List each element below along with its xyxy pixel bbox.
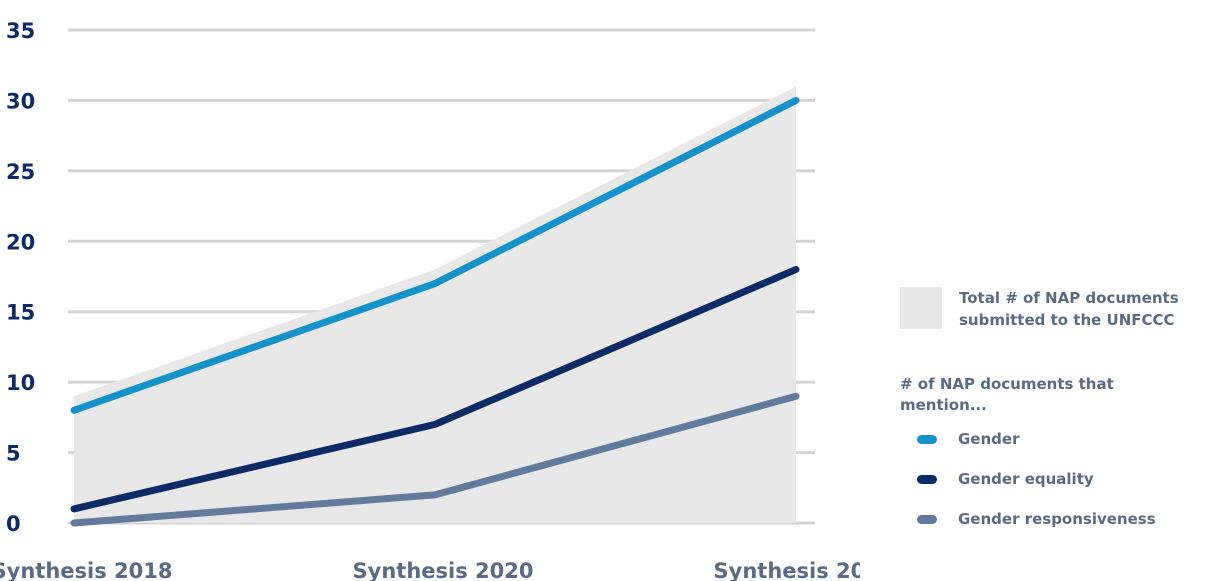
- series-line-gender: [70, 96, 800, 414]
- legend-item-gender-responsiveness: Gender responsiveness: [900, 508, 1209, 530]
- y-tick-label: 35: [6, 19, 35, 43]
- legend-label-gender-responsiveness: Gender responsiveness: [958, 510, 1156, 528]
- legend-item-gender-equality: Gender equality: [900, 468, 1209, 490]
- x-axis: Synthesis 2018 Synthesis 2020 Synthesis 20…: [0, 559, 860, 581]
- legend-item-gender: Gender: [900, 428, 1209, 450]
- y-tick-label: 0: [6, 512, 21, 536]
- y-tick-label: 25: [6, 160, 35, 184]
- gender-swatch: [917, 434, 937, 444]
- y-tick-label: 20: [6, 230, 35, 254]
- legend-label-gender-equality: Gender equality: [958, 470, 1094, 488]
- total-area-swatch: [900, 287, 942, 329]
- legend-subtitle: # of NAP documents that mention...: [900, 375, 1114, 414]
- gender-responsiveness-swatch: [917, 514, 937, 524]
- y-tick-label: 30: [6, 89, 35, 113]
- x-tick-label: Synthesis 2022: [714, 559, 860, 581]
- series-line-gender-equality: [70, 265, 800, 513]
- y-tick-label: 15: [6, 301, 35, 325]
- y-axis: 0 5 10 15 20 25 30 35: [6, 19, 35, 536]
- legend-total-label: Total # of NAP documents submitted to th…: [959, 289, 1179, 329]
- y-tick-label: 10: [6, 371, 35, 395]
- gender-equality-swatch: [917, 474, 937, 484]
- legend-total-entry: Total # of NAP documents submitted to th…: [900, 287, 1209, 331]
- series-line-gender-responsiveness: [70, 392, 800, 527]
- y-tick-label: 5: [6, 442, 21, 466]
- series-lines: [70, 96, 800, 527]
- legend-label-gender: Gender: [958, 430, 1020, 448]
- legend: Total # of NAP documents submitted to th…: [900, 287, 1209, 530]
- x-tick-label: Synthesis 2018: [0, 559, 172, 581]
- x-tick-label: Synthesis 2020: [353, 559, 534, 581]
